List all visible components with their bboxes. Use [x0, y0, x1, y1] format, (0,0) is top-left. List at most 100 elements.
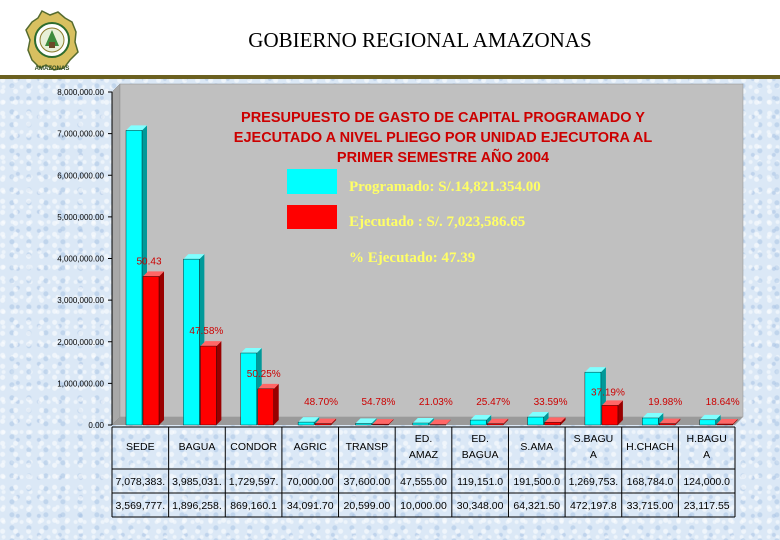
bar-ejecutado	[659, 423, 676, 426]
bar-ejecutado-side	[503, 418, 509, 425]
table-cell-ejecutado: 34,091.70	[287, 500, 334, 512]
percent-label: 19.98%	[648, 397, 682, 408]
bar-ejecutado	[200, 345, 217, 426]
bar-ejecutado-side	[445, 419, 451, 425]
bar-ejecutado-side	[388, 419, 394, 425]
bar-ejecutado-top	[487, 418, 509, 424]
bar-programado	[240, 352, 257, 426]
bar-programado	[297, 421, 315, 426]
table-cell-programado: 168,784.0	[627, 476, 674, 488]
bar-programado	[469, 419, 487, 426]
bar-programado-side	[428, 418, 434, 425]
legend-programado: Programado: S/.14,821.354.00	[349, 179, 541, 195]
logo-caption: AMAZONAS	[35, 66, 70, 72]
bar-ejecutado-top	[601, 400, 623, 406]
chart-title-line: PRESUPUESTO DE GASTO DE CAPITAL PROGRAMA…	[241, 110, 645, 126]
bar-ejecutado-top	[257, 383, 279, 389]
category-label: ED.	[415, 433, 433, 445]
percent-label: 48.70%	[304, 397, 338, 408]
chart-title-line: EJECUTADO A NIVEL PLIEGO POR UNIDAD EJEC…	[234, 130, 653, 146]
legend-percent-executed: % Ejecutado: 47.39	[349, 250, 475, 266]
bar-ejecutado-top	[372, 419, 394, 425]
bar-ejecutado	[257, 388, 274, 426]
table-cell-ejecutado: 869,160.1	[230, 500, 277, 512]
percent-label: 50.43	[136, 256, 161, 267]
category-label: S.BAGU	[574, 433, 614, 445]
bar-programado-side	[486, 415, 492, 425]
y-tick-label: 7,000,000.00	[57, 130, 104, 139]
bar-ejecutado-side	[331, 418, 337, 425]
y-tick-label: 6,000,000.00	[57, 171, 104, 180]
table-cell-ejecutado: 23,117.55	[684, 500, 730, 512]
percent-label: 21.03%	[419, 397, 453, 408]
bar-programado-top	[412, 418, 434, 424]
table-cell-programado: 47,555.00	[400, 476, 447, 488]
table-cell-programado: 1,269,753.	[569, 476, 619, 488]
plot-side-wall	[111, 83, 121, 426]
category-label: CONDOR	[230, 441, 277, 453]
bar-programado	[642, 417, 659, 426]
category-label: AMAZ	[409, 449, 439, 461]
table-cell-programado: 124,000.0	[683, 476, 730, 488]
category-label: SEDE	[126, 441, 155, 453]
category-label: H.BAGU	[687, 433, 727, 445]
bar-ejecutado-top	[716, 419, 738, 425]
y-tick-label: 2,000,000.00	[57, 338, 104, 347]
bar-programado-top	[183, 254, 205, 260]
bar-ejecutado	[716, 423, 733, 426]
bar-ejecutado-side	[159, 271, 164, 425]
plot-area	[119, 83, 744, 418]
table-cell-ejecutado: 3,569,777.	[115, 500, 165, 512]
bar-programado-top	[355, 418, 377, 424]
bar-programado	[412, 422, 430, 426]
table-cell-ejecutado: 1,896,258.	[172, 500, 222, 512]
category-label: BAGUA	[462, 449, 499, 461]
y-tick-label: 4,000,000.00	[57, 255, 104, 264]
category-label: H.CHACH	[626, 441, 674, 453]
bar-ejecutado-side	[560, 417, 566, 425]
bar-programado-top	[699, 414, 721, 420]
bar-ejecutado-top	[544, 417, 566, 423]
table-cell-programado: 7,078,383.	[115, 476, 165, 488]
legend-swatch-programado	[287, 169, 337, 194]
legend-swatch-ejecutado	[287, 205, 337, 229]
table-cell-programado: 37,600.00	[344, 476, 391, 488]
bar-programado	[584, 371, 602, 426]
percent-label: 50.25%	[247, 369, 281, 380]
bar-ejecutado-side	[675, 418, 681, 425]
bar-programado-side	[314, 417, 320, 425]
category-label: ED.	[471, 433, 489, 445]
y-tick-label: 3,000,000.00	[57, 296, 104, 305]
regional-seal-logo: AMAZONAS	[25, 10, 79, 72]
bar-ejecutado	[429, 424, 447, 426]
table-cell-programado: 191,500.0	[513, 476, 560, 488]
bar-ejecutado-side	[216, 341, 222, 425]
table-cell-programado: 3,985,031.	[172, 476, 222, 488]
page-title: GOBIERNO REGIONAL AMAZONAS	[248, 28, 592, 52]
bar-ejecutado-side	[273, 383, 279, 425]
bar-programado-top	[126, 125, 147, 131]
bar-programado-top	[298, 417, 320, 423]
bar-programado-top	[470, 415, 492, 421]
header-bar: AMAZONAS GOBIERNO REGIONAL AMAZONAS	[0, 0, 780, 79]
category-label: TRANSP	[346, 441, 389, 453]
bar-programado-top	[584, 367, 606, 373]
bar-ejecutado	[486, 423, 504, 426]
bar-programado-side	[658, 412, 664, 425]
bar-ejecutado-side	[617, 400, 623, 425]
table-cell-ejecutado: 472,197.8	[570, 500, 617, 512]
bar-programado-side	[371, 418, 377, 425]
category-label: A	[703, 449, 710, 461]
bar-ejecutado	[544, 422, 561, 426]
percent-label: 18.64%	[706, 397, 740, 408]
table-cell-ejecutado: 64,321.50	[513, 500, 560, 512]
bar-ejecutado-top	[315, 418, 337, 424]
category-label: A	[590, 449, 597, 461]
y-tick-label: 1,000,000.00	[57, 379, 104, 388]
bar-ejecutado	[314, 423, 332, 426]
table-cell-ejecutado: 20,599.00	[344, 500, 391, 512]
bar-ejecutado-top	[200, 341, 222, 347]
table-cell-programado: 70,000.00	[287, 476, 334, 488]
bar-programado	[699, 419, 716, 426]
legend-ejecutado: Ejecutado : S/. 7,023,586.65	[349, 214, 525, 230]
